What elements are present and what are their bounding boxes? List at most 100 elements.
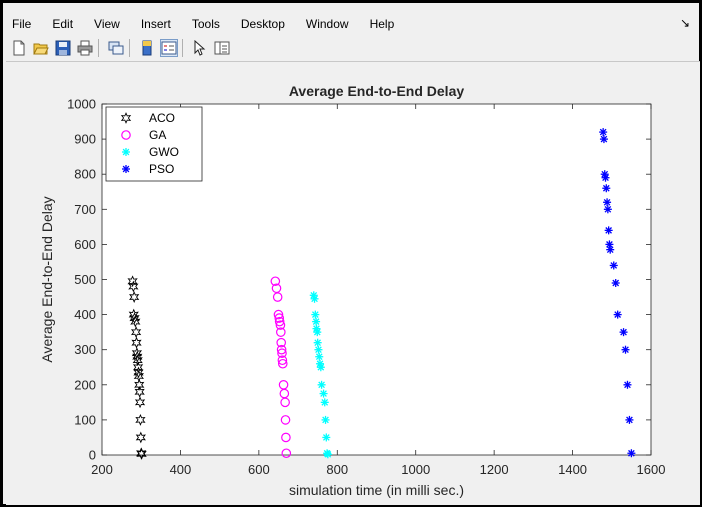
legend-marker-aco bbox=[120, 112, 132, 124]
property-editor-icon[interactable] bbox=[213, 39, 231, 57]
toolbar bbox=[6, 36, 700, 60]
data-point-aco bbox=[136, 448, 147, 460]
series-pso bbox=[599, 128, 636, 458]
x-tick-label: 1600 bbox=[637, 462, 666, 477]
series-ga bbox=[270, 276, 292, 459]
menu-edit[interactable]: Edit bbox=[52, 17, 74, 31]
data-point-gwo bbox=[322, 433, 331, 442]
data-point-ga bbox=[281, 448, 292, 459]
data-point-ga bbox=[277, 358, 288, 369]
menu-help[interactable]: Help bbox=[369, 17, 395, 31]
data-point-ga bbox=[281, 432, 291, 443]
dock-arrow-icon[interactable]: ↘ bbox=[679, 16, 690, 30]
y-tick-label: 900 bbox=[74, 132, 96, 147]
legend-label-pso: PSO bbox=[149, 162, 174, 176]
y-tick-label: 0 bbox=[89, 448, 96, 463]
data-point-aco bbox=[130, 326, 142, 339]
x-tick-label: 1200 bbox=[480, 462, 509, 477]
data-point-pso bbox=[604, 226, 613, 235]
data-point-pso bbox=[625, 415, 634, 424]
data-point-gwo bbox=[312, 317, 321, 326]
legend-marker-gwo bbox=[122, 148, 130, 156]
toolbar-divider bbox=[6, 61, 700, 62]
insert-legend-icon[interactable] bbox=[160, 39, 178, 57]
data-point-pso bbox=[600, 170, 609, 179]
data-point-aco bbox=[131, 336, 142, 349]
data-point-ga bbox=[280, 415, 291, 425]
data-point-aco bbox=[133, 366, 144, 379]
scatter-chart: Average End-to-End Delay 200 400 600 800 100… bbox=[39, 83, 665, 498]
legend-marker-ga bbox=[121, 130, 131, 140]
data-point-gwo bbox=[311, 310, 320, 319]
y-tick-label: 700 bbox=[74, 202, 96, 217]
series-aco bbox=[127, 275, 147, 460]
data-point-aco bbox=[127, 275, 138, 288]
data-point-pso bbox=[603, 198, 612, 207]
data-point-gwo bbox=[320, 398, 329, 407]
data-point-ga bbox=[276, 337, 287, 348]
link-plot-icon[interactable] bbox=[107, 39, 125, 57]
data-point-aco bbox=[134, 385, 145, 398]
menu-file[interactable]: File bbox=[12, 17, 32, 31]
data-point-gwo bbox=[315, 352, 324, 361]
data-point-pso bbox=[603, 205, 612, 214]
data-point-aco bbox=[129, 312, 140, 325]
print-icon[interactable] bbox=[76, 39, 94, 57]
data-point-gwo bbox=[314, 345, 323, 354]
x-tick-label: 200 bbox=[91, 462, 113, 477]
data-point-ga bbox=[277, 355, 288, 366]
data-point-pso bbox=[606, 245, 615, 254]
data-point-ga bbox=[275, 320, 286, 330]
open-file-icon[interactable] bbox=[32, 39, 50, 57]
pointer-icon[interactable] bbox=[191, 39, 209, 57]
data-point-aco bbox=[135, 413, 146, 426]
data-point-ga bbox=[280, 397, 290, 408]
x-tick-label: 1000 bbox=[401, 462, 430, 477]
legend-label-aco: ACO bbox=[149, 111, 175, 125]
y-tick-label: 100 bbox=[74, 412, 96, 427]
menu-desktop[interactable]: Desktop bbox=[240, 17, 285, 31]
data-point-gwo bbox=[313, 338, 322, 347]
y-tick-label: 600 bbox=[74, 237, 96, 252]
save-icon[interactable] bbox=[54, 39, 72, 57]
data-point-aco bbox=[129, 291, 140, 303]
legend[interactable]: ACO GA GWO PSO bbox=[105, 106, 203, 182]
data-point-ga bbox=[273, 309, 284, 320]
data-point-gwo bbox=[310, 294, 319, 303]
x-tick-label: 800 bbox=[326, 462, 348, 477]
data-point-pso bbox=[611, 279, 620, 288]
y-tick-label: 400 bbox=[74, 307, 96, 322]
menu-insert[interactable]: Insert bbox=[140, 17, 171, 31]
legend-marker-pso bbox=[122, 165, 130, 173]
data-point-aco bbox=[132, 354, 143, 367]
data-point-ga bbox=[276, 344, 287, 355]
x-axis-label: simulation time (in milli sec.) bbox=[289, 482, 464, 498]
menu-tools[interactable]: Tools bbox=[191, 17, 220, 31]
data-point-pso bbox=[601, 173, 610, 182]
data-point-pso bbox=[613, 310, 622, 319]
data-point-aco bbox=[128, 280, 139, 293]
new-figure-icon[interactable] bbox=[10, 39, 28, 57]
y-tick-label: 200 bbox=[74, 377, 96, 392]
data-point-gwo bbox=[316, 363, 325, 372]
x-tick-label: 400 bbox=[170, 462, 192, 477]
legend-label-gwo: GWO bbox=[149, 145, 179, 159]
data-point-aco bbox=[135, 431, 146, 444]
y-tick-label: 800 bbox=[74, 167, 96, 182]
menu-view[interactable]: View bbox=[94, 17, 120, 31]
legend-label-ga: GA bbox=[149, 128, 166, 142]
menu-window[interactable]: Window bbox=[305, 17, 349, 31]
data-point-pso bbox=[627, 449, 636, 458]
data-point-aco bbox=[134, 396, 146, 409]
toolbar-separator bbox=[182, 39, 183, 57]
data-point-pso bbox=[605, 240, 614, 249]
data-point-pso bbox=[619, 328, 628, 337]
data-point-ga bbox=[277, 348, 287, 359]
axis-ticks: 200 400 600 800 1000 1200 1400 1600 0 100 200 300 40… bbox=[67, 97, 665, 478]
y-tick-label: 300 bbox=[74, 342, 96, 357]
data-point-ga bbox=[276, 327, 286, 337]
data-markers bbox=[127, 128, 636, 460]
menu-bar: File Edit View Insert Tools Desktop Wind… bbox=[6, 15, 696, 33]
insert-colorbar-icon[interactable] bbox=[138, 39, 156, 57]
data-point-ga bbox=[274, 316, 285, 327]
